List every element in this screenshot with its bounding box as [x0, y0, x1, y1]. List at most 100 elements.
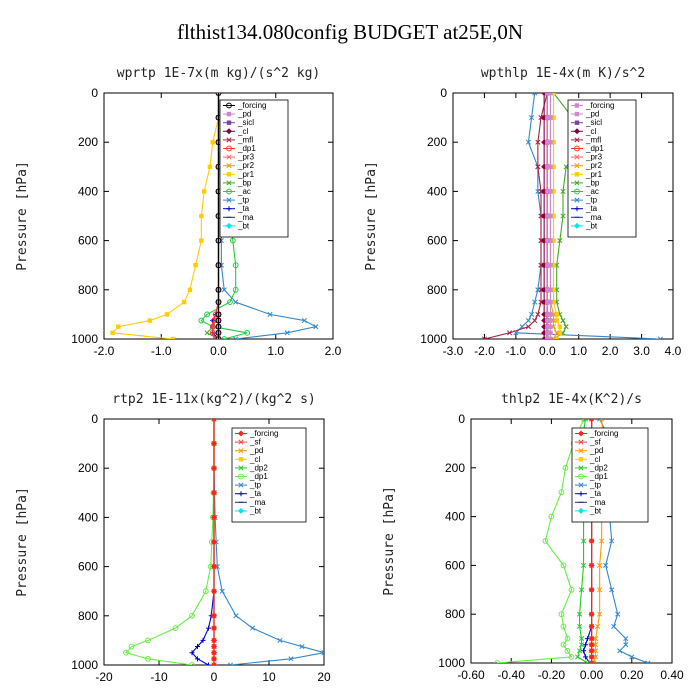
series-point: [227, 662, 234, 665]
series-point: [227, 299, 233, 306]
series-point: [548, 330, 553, 336]
series-point: [199, 238, 204, 243]
series-point: [545, 324, 550, 329]
series-point: [211, 563, 217, 570]
series-point: [202, 588, 209, 595]
series-point: [548, 213, 553, 219]
series-point: [211, 539, 217, 545]
series-point: [525, 317, 531, 324]
series-point: [563, 324, 569, 330]
series-point: [574, 222, 580, 229]
series-point: [538, 115, 544, 121]
series-point: [215, 299, 222, 306]
legend-label: _forcing: [585, 101, 614, 110]
x-tick-label: 0.40: [660, 668, 684, 682]
series-point: [557, 238, 563, 244]
legend-label: _pr1: [585, 170, 603, 179]
series-point: [576, 648, 583, 654]
series-point: [215, 262, 222, 269]
series-point: [554, 336, 559, 339]
series-point: [574, 103, 580, 108]
series-point: [211, 514, 217, 521]
series-point: [545, 189, 550, 194]
series-point: [538, 238, 544, 244]
series-point: [548, 336, 553, 339]
series-point: [657, 336, 663, 339]
series-point: [548, 287, 553, 292]
series-point: [299, 643, 305, 650]
series-point: [558, 611, 565, 618]
series-point: [238, 491, 244, 497]
series-point: [560, 317, 566, 324]
series-point: [211, 489, 217, 496]
series-point: [548, 115, 553, 120]
series-point: [207, 164, 213, 169]
series-point: [548, 238, 553, 243]
x-tick-label: -10: [150, 670, 168, 684]
series-point: [578, 587, 585, 593]
chart-panel-4: thlp2 1E-4x(K^2)/s Pressure [hPa] -0.60 -0.…: [382, 392, 684, 682]
series-point: [226, 145, 232, 152]
chart-panel-3: rtp2 1E-11x(kg^2)/(kg^2 s) Pressure [hPa]…: [15, 392, 331, 684]
series-point: [581, 562, 587, 568]
x-tick-label: 4.0: [665, 344, 682, 358]
series-point: [249, 625, 256, 631]
series-point: [593, 636, 599, 642]
legend-label: _pd: [249, 446, 263, 455]
y-tick-label: 800: [78, 283, 98, 297]
series-point: [206, 625, 211, 631]
series-point: [145, 637, 151, 644]
series-point: [535, 164, 541, 170]
x-tick-label: 2.0: [602, 344, 619, 358]
x-tick-label: -20: [95, 670, 113, 684]
series-point: [226, 154, 232, 160]
series-point: [204, 311, 210, 318]
series-point: [564, 635, 571, 642]
series-point: [574, 145, 580, 152]
series-point: [611, 623, 617, 629]
series-point: [199, 213, 204, 219]
x-tick-label: -2.0: [94, 344, 115, 358]
series-point: [210, 140, 215, 145]
x-tick-label: 0.00: [580, 668, 604, 682]
series-point: [116, 324, 121, 329]
y-tick-label: 1000: [71, 332, 98, 346]
legend-label: _sicl: [585, 118, 602, 127]
series-point: [578, 482, 584, 488]
series-point: [170, 336, 175, 339]
series-point: [545, 336, 550, 339]
series-point: [123, 649, 129, 656]
legend: _forcing_sf_pd_cl_dp2_dp1_tp_ta_ma_bt: [571, 427, 649, 523]
series-point: [574, 172, 580, 177]
series-point: [215, 237, 222, 244]
series-point: [574, 188, 580, 195]
series-point: [574, 197, 580, 203]
plot-frame: [470, 418, 673, 664]
series-line-dp1: [497, 419, 585, 663]
series-point: [187, 287, 193, 292]
panel-title: thlp2 1E-4x(K^2)/s: [501, 392, 642, 407]
x-tick-label: 1.0: [267, 344, 284, 358]
legend-label: _cl: [237, 127, 248, 136]
series-point: [557, 324, 563, 329]
legend-box: [231, 427, 307, 523]
legend-label: _dp1: [237, 144, 256, 153]
series-point: [545, 299, 550, 305]
series-point: [211, 419, 217, 422]
legend-label: _ta: [249, 489, 262, 498]
legend-label: _mfl: [585, 135, 601, 144]
legend-label: _sicl: [237, 118, 254, 127]
y-axis-label: Pressure [hPa]: [364, 161, 379, 271]
legend-label: _bt: [237, 221, 250, 230]
series-point: [583, 654, 589, 660]
x-tick-label: 0.0: [210, 344, 227, 358]
legend-label: _pd: [589, 446, 603, 455]
series-point: [128, 643, 135, 650]
legend-box: [571, 427, 649, 523]
series-point: [529, 311, 535, 317]
series-point: [535, 311, 541, 317]
series-group: [481, 93, 663, 339]
series-point: [548, 93, 553, 96]
y-tick-label: 600: [445, 558, 465, 572]
